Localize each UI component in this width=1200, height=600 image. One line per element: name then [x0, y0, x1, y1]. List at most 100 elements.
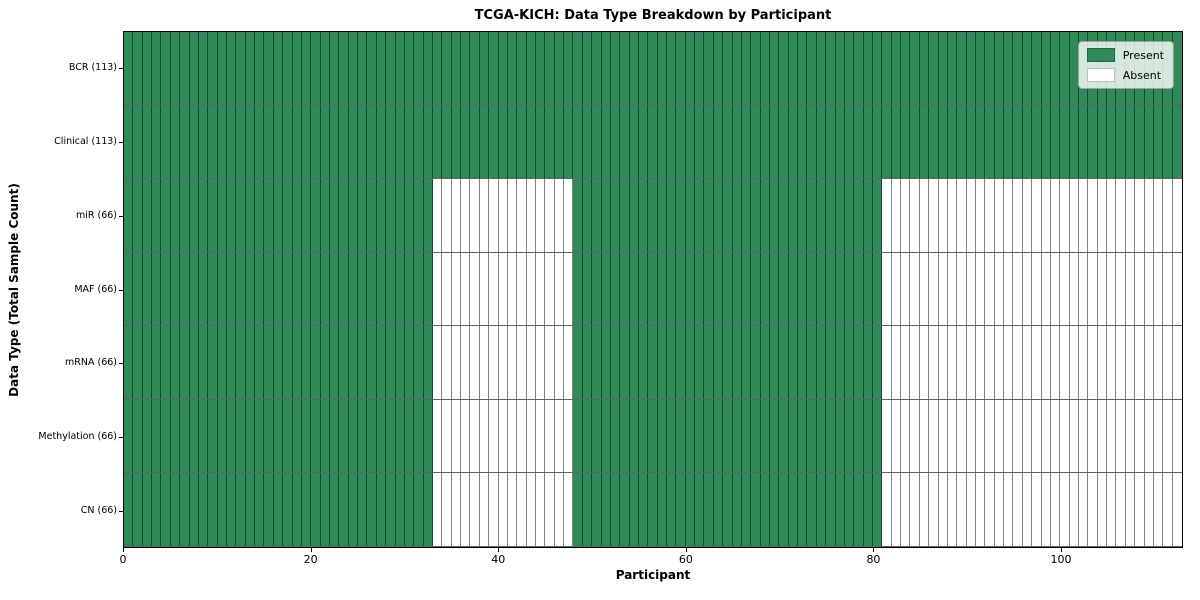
heatmap-cell-absent	[1088, 252, 1098, 326]
heatmap-cell-present	[479, 32, 490, 105]
heatmap-cell-absent	[451, 326, 462, 399]
heatmap-cell-absent	[966, 399, 977, 473]
heatmap-cell-present	[685, 32, 696, 105]
heatmap-cell-present	[152, 252, 162, 326]
heatmap-cell-absent	[891, 326, 902, 399]
heatmap-cell-absent	[1135, 473, 1145, 547]
heatmap-cell-present	[376, 326, 387, 399]
heatmap-cell-present	[873, 399, 883, 473]
heatmap-cell-absent	[451, 399, 462, 473]
heatmap-cell-absent	[470, 326, 480, 399]
heatmap-cell-present	[236, 326, 246, 399]
heatmap-cell-present	[695, 399, 705, 473]
heatmap-cell-absent	[526, 473, 536, 547]
heatmap-cell-absent	[432, 399, 443, 473]
heatmap-cell-absent	[498, 252, 508, 326]
heatmap-cell-present	[601, 399, 611, 473]
heatmap-cell-present	[423, 473, 433, 547]
x-tick-mark	[685, 548, 687, 552]
heatmap-cell-present	[835, 399, 845, 473]
heatmap-cell-present	[470, 105, 480, 179]
heatmap-cell-absent	[517, 252, 527, 326]
heatmap-cell-present	[695, 179, 705, 252]
heatmap-cell-absent	[1032, 179, 1042, 252]
heatmap-cell-present	[1079, 105, 1089, 179]
heatmap-cell-absent	[976, 252, 986, 326]
heatmap-cell-absent	[1022, 473, 1033, 547]
heatmap-cell-present	[142, 326, 153, 399]
heatmap-cell-present	[873, 32, 883, 105]
heatmap-cell-present	[901, 32, 911, 105]
heatmap-cell-absent	[929, 326, 939, 399]
heatmap-cell-present	[1013, 105, 1023, 179]
heatmap-cell-absent	[882, 473, 892, 547]
heatmap-cell-absent	[1125, 399, 1136, 473]
heatmap-cell-present	[255, 252, 265, 326]
heatmap-cell-absent	[489, 326, 499, 399]
heatmap-cell-present	[788, 105, 799, 179]
heatmap-cell-present	[423, 399, 433, 473]
heatmap-cell-absent	[461, 326, 471, 399]
heatmap-cell-present	[788, 326, 799, 399]
heatmap-cell-absent	[994, 473, 1005, 547]
heatmap-cell-present	[311, 473, 321, 547]
heatmap-cell-present	[404, 32, 415, 105]
heatmap-cell-present	[414, 105, 424, 179]
heatmap-cell-present	[404, 473, 415, 547]
heatmap-cell-present	[1032, 32, 1042, 105]
heatmap-cell-present	[264, 252, 274, 326]
heatmap-cell-present	[704, 252, 714, 326]
heatmap-cell-present	[217, 252, 227, 326]
heatmap-cell-present	[124, 399, 134, 473]
heatmap-cell-present	[217, 326, 227, 399]
heatmap-cell-absent	[1088, 399, 1098, 473]
heatmap-cell-present	[189, 179, 199, 252]
heatmap-cell-present	[226, 105, 237, 179]
heatmap-cell-absent	[994, 326, 1005, 399]
heatmap-cell-present	[994, 32, 1005, 105]
heatmap-cell-present	[161, 32, 171, 105]
heatmap-cell-present	[844, 473, 855, 547]
heatmap-cell-present	[751, 473, 761, 547]
heatmap-cell-present	[704, 32, 714, 105]
heatmap-cell-absent	[479, 252, 490, 326]
heatmap-cell-present	[807, 179, 817, 252]
heatmap-cell-present	[301, 326, 312, 399]
heatmap-cell-present	[152, 32, 162, 105]
legend: Present Absent	[1077, 41, 1174, 89]
heatmap-cell-absent	[489, 473, 499, 547]
heatmap-cell-present	[1172, 105, 1182, 179]
heatmap-cell-present	[358, 326, 368, 399]
y-tick-mark	[119, 67, 123, 69]
heatmap-cell-present	[320, 105, 330, 179]
heatmap-cell-present	[339, 252, 349, 326]
heatmap-cell-present	[142, 399, 153, 473]
heatmap-cell-present	[676, 179, 686, 252]
heatmap-cell-present	[283, 326, 293, 399]
heatmap-row-miR	[124, 179, 1182, 253]
heatmap-cell-present	[245, 399, 256, 473]
heatmap-cell-present	[807, 252, 817, 326]
heatmap-cell-absent	[1032, 473, 1042, 547]
heatmap-cell-present	[854, 105, 864, 179]
heatmap-cell-present	[779, 473, 789, 547]
heatmap-cell-present	[301, 252, 312, 326]
heatmap-cell-present	[592, 399, 602, 473]
heatmap-cell-present	[648, 399, 658, 473]
heatmap-cell-absent	[1125, 179, 1136, 252]
heatmap-cell-present	[292, 32, 302, 105]
heatmap-cell-present	[386, 473, 396, 547]
heatmap-cell-present	[311, 179, 321, 252]
heatmap-cell-present	[255, 473, 265, 547]
heatmap-cell-present	[592, 252, 602, 326]
heatmap-cell-present	[723, 252, 733, 326]
heatmap-cell-present	[826, 399, 836, 473]
heatmap-cell-present	[535, 32, 546, 105]
heatmap-cell-present	[1050, 105, 1061, 179]
heatmap-cell-absent	[1135, 252, 1145, 326]
heatmap-cell-absent	[461, 473, 471, 547]
heatmap-cell-present	[854, 326, 864, 399]
heatmap-cell-present	[395, 32, 405, 105]
heatmap-cell-absent	[985, 252, 995, 326]
heatmap-cell-present	[348, 105, 359, 179]
